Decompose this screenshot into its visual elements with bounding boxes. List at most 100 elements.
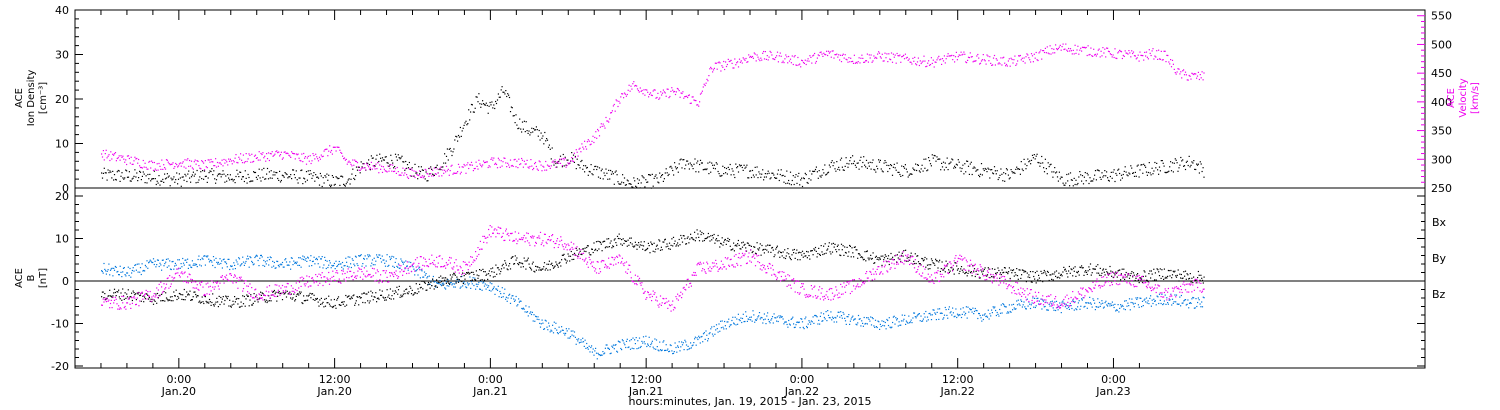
bx-series-point: [940, 268, 942, 270]
bx-series-point: [333, 305, 335, 307]
bx-series-point: [233, 303, 235, 305]
bx-series-point: [118, 296, 120, 298]
ion-density-series-point: [941, 162, 943, 164]
bx-series-point: [493, 271, 495, 273]
ion-density-series-point: [316, 176, 318, 178]
velocity-series-point: [426, 172, 428, 175]
ion-density-series-point: [955, 163, 957, 165]
velocity-series-point: [415, 170, 417, 173]
ion-density-series-point: [725, 167, 728, 170]
velocity-series-point: [442, 169, 444, 171]
by-series-point: [248, 266, 250, 268]
ion-density-series-point: [898, 171, 900, 173]
ion-density-series-point: [450, 150, 452, 152]
velocity-series-point: [1137, 54, 1139, 56]
by-series-point: [763, 319, 765, 321]
by-series-point: [356, 263, 358, 265]
by-series-point: [1045, 301, 1047, 303]
ion-density-series-point: [1111, 177, 1113, 179]
velocity-series-point: [1194, 73, 1196, 75]
velocity-series-point: [928, 60, 930, 62]
ion-density-series-point: [743, 164, 745, 166]
velocity-series-point: [796, 64, 798, 66]
bx-series-point: [178, 292, 180, 295]
velocity-series-point: [270, 153, 272, 155]
by-series-point: [208, 258, 210, 260]
by-series-point: [1103, 306, 1105, 308]
ion-density-series-point: [280, 179, 282, 182]
ion-density-series-point: [683, 159, 685, 161]
velocity-series-point: [438, 175, 440, 177]
velocity-series-point: [208, 159, 210, 161]
by-series-point: [279, 264, 281, 266]
velocity-series-point: [189, 159, 191, 162]
bx-series-point: [477, 277, 479, 279]
ion-density-series-point: [315, 174, 317, 176]
velocity-series-point: [912, 57, 914, 59]
ion-density-series-point: [769, 178, 771, 180]
by-series-point: [237, 263, 239, 265]
bx-series-point: [329, 305, 331, 307]
velocity-series-point: [179, 162, 181, 164]
velocity-series-point: [858, 57, 860, 59]
by-series-point: [1075, 308, 1077, 310]
velocity-series-point: [269, 152, 271, 155]
by-series-point: [337, 265, 339, 267]
bx-series-point: [359, 297, 361, 299]
by-series-point: [168, 265, 170, 267]
velocity-series-point: [953, 55, 955, 57]
ion-density-series-point: [299, 177, 301, 179]
velocity-series-point: [456, 172, 458, 174]
by-series-point: [1114, 303, 1116, 305]
by-series-point: [1168, 299, 1170, 301]
by-series-point: [819, 315, 821, 317]
bx-series-point: [939, 259, 941, 261]
by-series-point: [264, 265, 266, 267]
velocity-series-point: [405, 168, 407, 170]
by-series-point: [419, 266, 421, 268]
bx-series-point: [812, 254, 814, 256]
by-series-point: [871, 317, 873, 319]
ion-density-series-point: [509, 111, 512, 113]
by-series-point: [1016, 304, 1019, 306]
by-series-point: [902, 320, 904, 322]
by-series-point: [636, 348, 638, 350]
bx-series-point: [905, 249, 907, 251]
velocity-series-point: [498, 159, 500, 161]
by-series-point: [726, 321, 728, 323]
by-series-point: [457, 280, 460, 283]
ion-density-series-point: [252, 180, 254, 182]
by-series-point: [694, 336, 696, 338]
ion-density-series-point: [648, 174, 651, 176]
velocity-series-point: [630, 85, 632, 87]
ion-density-series-point: [799, 184, 801, 186]
velocity-series-point: [1021, 57, 1023, 59]
ion-density-series-point: [827, 171, 830, 173]
ion-density-series-point: [546, 139, 549, 141]
by-series-point: [364, 255, 366, 257]
by-series-point: [608, 348, 610, 350]
by-series-point: [474, 277, 476, 279]
bx-series-point: [375, 292, 377, 294]
velocity-series-point: [674, 90, 676, 93]
bx-series-point: [472, 271, 474, 273]
by-series-point: [878, 321, 880, 323]
velocity-series-point: [686, 95, 688, 97]
by-series-point: [1078, 300, 1080, 302]
ion-density-series-point: [819, 175, 821, 177]
bx-series-point: [379, 289, 381, 291]
ion-density-series-point: [257, 175, 259, 177]
bx-series-point: [185, 296, 187, 298]
by-series-point: [1156, 295, 1158, 297]
bx-series-point: [181, 298, 183, 300]
velocity-series-point: [837, 56, 839, 58]
ion-density-series-point: [251, 180, 253, 182]
by-series-point: [283, 266, 285, 268]
velocity-series-point: [1148, 49, 1150, 51]
velocity-series-point: [734, 58, 736, 60]
by-series-point: [973, 310, 976, 312]
velocity-series-point: [418, 174, 420, 177]
by-series-point: [1049, 305, 1051, 307]
bx-series-point: [815, 250, 817, 252]
ion-density-series-point: [253, 171, 256, 174]
